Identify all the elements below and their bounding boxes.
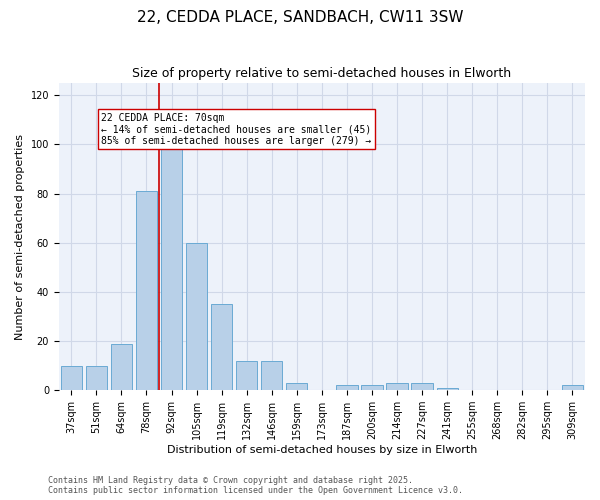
Bar	[336, 386, 358, 390]
Title: Size of property relative to semi-detached houses in Elworth: Size of property relative to semi-detach…	[133, 68, 511, 80]
Bar	[286, 383, 307, 390]
Bar	[236, 360, 257, 390]
Bar	[61, 366, 82, 390]
Bar	[136, 191, 157, 390]
X-axis label: Distribution of semi-detached houses by size in Elworth: Distribution of semi-detached houses by …	[167, 445, 477, 455]
Bar	[562, 386, 583, 390]
Y-axis label: Number of semi-detached properties: Number of semi-detached properties	[15, 134, 25, 340]
Bar	[186, 243, 207, 390]
Bar	[412, 383, 433, 390]
Text: Contains HM Land Registry data © Crown copyright and database right 2025.
Contai: Contains HM Land Registry data © Crown c…	[48, 476, 463, 495]
Text: 22 CEDDA PLACE: 70sqm
← 14% of semi-detached houses are smaller (45)
85% of semi: 22 CEDDA PLACE: 70sqm ← 14% of semi-deta…	[101, 112, 371, 146]
Text: 22, CEDDA PLACE, SANDBACH, CW11 3SW: 22, CEDDA PLACE, SANDBACH, CW11 3SW	[137, 10, 463, 25]
Bar	[161, 144, 182, 390]
Bar	[361, 386, 383, 390]
Bar	[386, 383, 408, 390]
Bar	[437, 388, 458, 390]
Bar	[261, 360, 283, 390]
Bar	[86, 366, 107, 390]
Bar	[211, 304, 232, 390]
Bar	[111, 344, 132, 390]
